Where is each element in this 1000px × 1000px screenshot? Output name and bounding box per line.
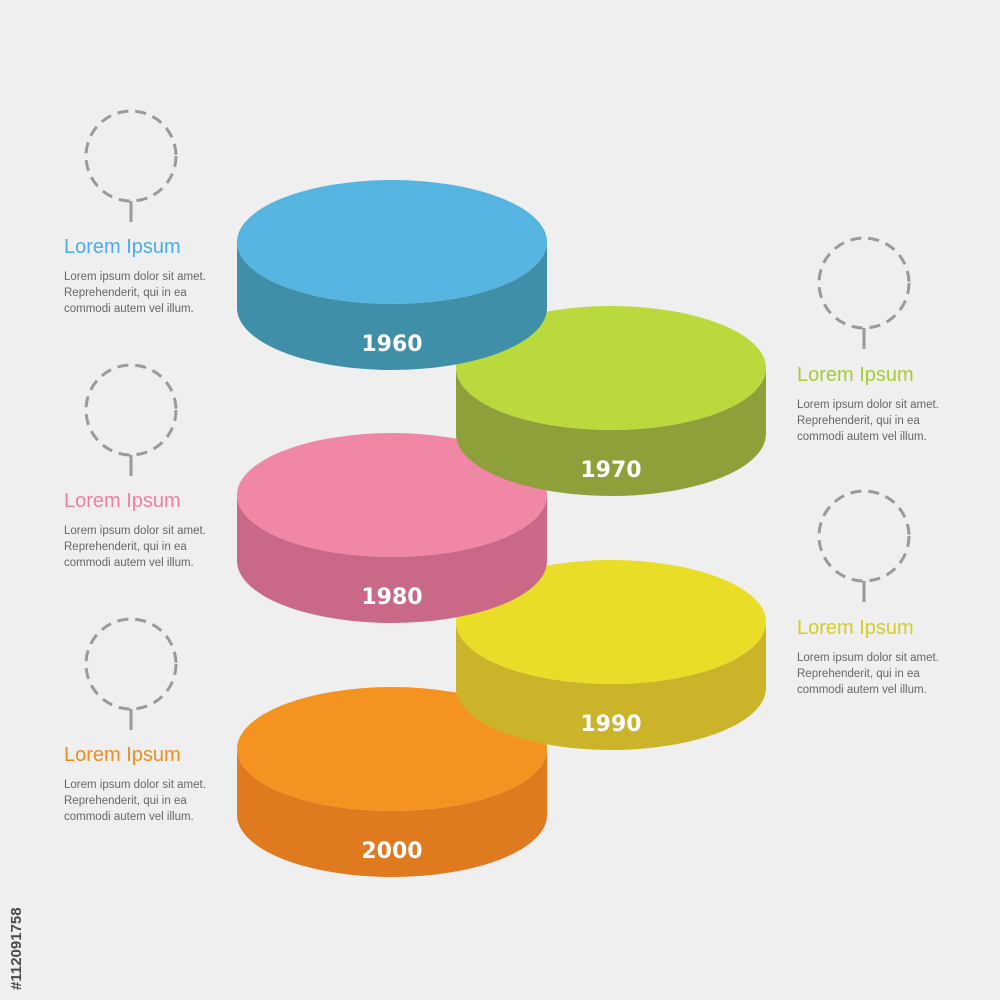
disc-side bbox=[237, 242, 547, 370]
year-label-1960: 1960 bbox=[361, 332, 422, 357]
step-1990-description: Lorem ipsum dolor sit amet. Reprehenderi… bbox=[797, 650, 997, 698]
step-1970-text: Lorem Ipsum Lorem ipsum dolor sit amet. … bbox=[797, 363, 997, 445]
description-line: Reprehenderit, qui in ea bbox=[64, 795, 187, 807]
dashed-circle-pin-icon bbox=[84, 109, 178, 222]
step-1990-title: Lorem Ipsum bbox=[797, 617, 914, 639]
description-line: Lorem ipsum dolor sit amet. bbox=[797, 399, 939, 411]
disc-side bbox=[237, 495, 547, 623]
dashed-circle-pin-icon bbox=[817, 489, 911, 602]
description-line: commodi autem vel illum. bbox=[64, 557, 194, 569]
year-label-1980: 1980 bbox=[361, 585, 422, 610]
disc-side bbox=[237, 749, 547, 877]
step-1960-text: Lorem Ipsum Lorem ipsum dolor sit amet. … bbox=[64, 235, 264, 317]
description-line: Reprehenderit, qui in ea bbox=[64, 541, 187, 553]
timeline-disc-1970: 1970 bbox=[456, 306, 766, 496]
description-line: Reprehenderit, qui in ea bbox=[797, 415, 920, 427]
disc-top bbox=[237, 180, 547, 304]
disc-side bbox=[456, 622, 766, 750]
step-1970-title: Lorem Ipsum bbox=[797, 364, 914, 386]
disc-top bbox=[237, 687, 547, 811]
description-line: Lorem ipsum dolor sit amet. bbox=[64, 525, 206, 537]
step-1960-title: Lorem Ipsum bbox=[64, 236, 181, 258]
timeline-disc-1980: 1980 bbox=[237, 433, 547, 623]
timeline-discs: 2000 1990 1980 1970 1960 bbox=[237, 180, 766, 877]
description-line: Reprehenderit, qui in ea bbox=[797, 668, 920, 680]
step-1990-text: Lorem Ipsum Lorem ipsum dolor sit amet. … bbox=[797, 616, 997, 698]
description-line: commodi autem vel illum. bbox=[64, 811, 194, 823]
timeline-disc-2000: 2000 bbox=[237, 687, 547, 877]
step-1960-description: Lorem ipsum dolor sit amet. Reprehenderi… bbox=[64, 269, 264, 317]
disc-top bbox=[456, 306, 766, 430]
disc-top bbox=[237, 433, 547, 557]
step-1970-description: Lorem ipsum dolor sit amet. Reprehenderi… bbox=[797, 397, 997, 445]
placeholder-icons bbox=[84, 109, 911, 730]
description-line: commodi autem vel illum. bbox=[64, 303, 194, 315]
dashed-circle-pin-icon bbox=[817, 236, 911, 349]
timeline-disc-1990: 1990 bbox=[456, 560, 766, 750]
dashed-circle-pin-icon bbox=[84, 363, 178, 476]
year-label-2000: 2000 bbox=[361, 839, 422, 864]
year-label-1990: 1990 bbox=[580, 712, 641, 737]
step-2000-title: Lorem Ipsum bbox=[64, 744, 181, 766]
description-line: Lorem ipsum dolor sit amet. bbox=[64, 271, 206, 283]
disc-top bbox=[456, 560, 766, 684]
step-2000-description: Lorem ipsum dolor sit amet. Reprehenderi… bbox=[64, 777, 264, 825]
description-line: commodi autem vel illum. bbox=[797, 684, 927, 696]
timeline-disc-1960: 1960 bbox=[237, 180, 547, 370]
step-2000-text: Lorem Ipsum Lorem ipsum dolor sit amet. … bbox=[64, 743, 264, 825]
step-1980-text: Lorem Ipsum Lorem ipsum dolor sit amet. … bbox=[64, 489, 264, 571]
step-1980-title: Lorem Ipsum bbox=[64, 490, 181, 512]
year-label-1970: 1970 bbox=[580, 458, 641, 483]
disc-side bbox=[456, 368, 766, 496]
dashed-circle-pin-icon bbox=[84, 617, 178, 730]
description-line: Lorem ipsum dolor sit amet. bbox=[64, 779, 206, 791]
description-line: Reprehenderit, qui in ea bbox=[64, 287, 187, 299]
description-line: commodi autem vel illum. bbox=[797, 431, 927, 443]
step-1980-description: Lorem ipsum dolor sit amet. Reprehenderi… bbox=[64, 523, 264, 571]
description-line: Lorem ipsum dolor sit amet. bbox=[797, 652, 939, 664]
stock-id-watermark: #112091758 bbox=[8, 907, 25, 990]
